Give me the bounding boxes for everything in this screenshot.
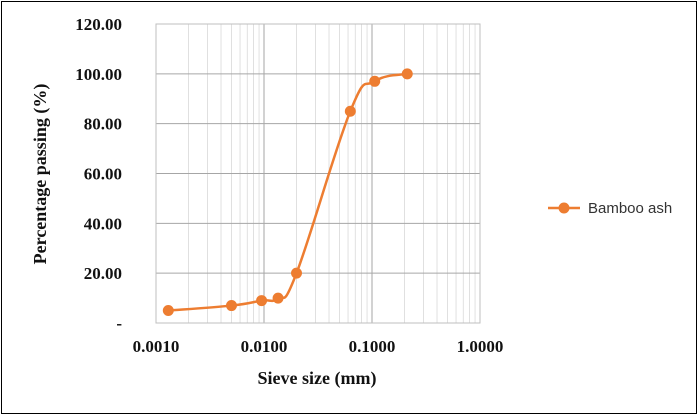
y-tick-label: 120.00 (75, 15, 122, 34)
y-tick-label: 40.00 (84, 214, 122, 233)
y-tick-label: 100.00 (75, 65, 122, 84)
y-tick-label: - (116, 314, 122, 333)
x-tick-label: 1.0000 (457, 337, 504, 356)
major-gridlines (155, 23, 481, 324)
x-tick-label: 0.0010 (133, 337, 180, 356)
series-line (168, 72, 408, 312)
y-axis-title: Percentage passing (%) (30, 84, 51, 265)
x-axis-title: Sieve size (mm) (258, 368, 377, 389)
y-tick-label: 20.00 (84, 264, 122, 283)
x-tick-label: 0.0100 (241, 337, 288, 356)
y-tick-label: 60.00 (84, 165, 122, 184)
legend-label: Bamboo ash (588, 200, 672, 217)
x-axis-tick-labels: 0.0010 0.0100 0.1000 1.0000 (133, 337, 504, 356)
y-axis-tick-labels: - 20.00 40.00 60.00 80.00 100.00 120.00 (75, 15, 122, 333)
data-point (162, 305, 174, 317)
data-point (256, 295, 268, 307)
data-point (369, 75, 381, 87)
y-tick-label: 80.00 (84, 115, 122, 134)
data-point (344, 105, 356, 117)
data-point (272, 292, 284, 304)
data-point (401, 68, 413, 80)
legend-marker (558, 202, 570, 214)
series-layer (162, 68, 413, 317)
plot-area-border (155, 23, 481, 324)
data-point (225, 300, 237, 312)
legend: Bamboo ash (548, 200, 672, 217)
data-point (291, 267, 303, 279)
x-tick-label: 0.1000 (349, 337, 396, 356)
